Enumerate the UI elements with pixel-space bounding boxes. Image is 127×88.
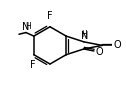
Text: F: F [47,11,53,21]
Text: F: F [30,60,36,70]
Text: O: O [95,47,103,57]
Text: N: N [81,31,88,41]
Text: H: H [81,30,87,39]
Text: H: H [25,22,30,31]
Text: O: O [114,40,121,50]
Text: N: N [22,22,30,32]
